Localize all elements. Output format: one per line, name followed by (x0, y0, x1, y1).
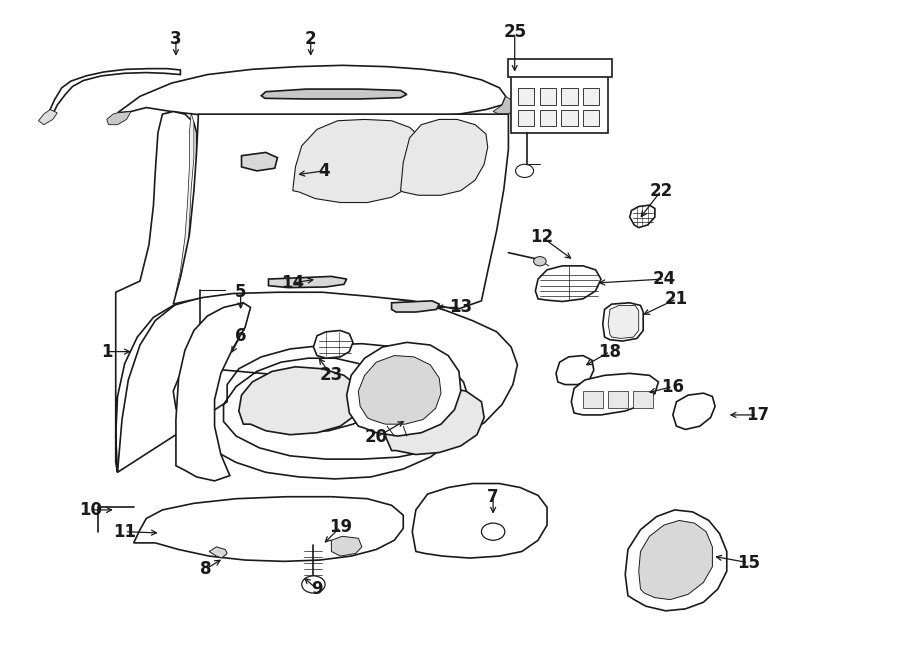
Polygon shape (358, 356, 441, 424)
Polygon shape (540, 110, 556, 126)
Text: 19: 19 (328, 518, 352, 536)
Text: 18: 18 (598, 342, 622, 361)
Polygon shape (493, 97, 515, 114)
Polygon shape (176, 303, 250, 481)
Polygon shape (50, 69, 180, 114)
Polygon shape (518, 110, 535, 126)
Text: 25: 25 (503, 23, 526, 42)
Polygon shape (562, 110, 578, 126)
Polygon shape (630, 205, 655, 227)
Polygon shape (176, 113, 194, 292)
Polygon shape (205, 350, 223, 362)
Polygon shape (331, 536, 362, 556)
Text: 6: 6 (235, 327, 247, 345)
Polygon shape (540, 89, 556, 105)
Polygon shape (511, 70, 608, 133)
Polygon shape (562, 89, 578, 105)
Polygon shape (118, 290, 518, 479)
Polygon shape (313, 330, 353, 358)
Text: 16: 16 (662, 377, 684, 395)
Polygon shape (603, 303, 643, 341)
Text: 4: 4 (319, 162, 330, 180)
Polygon shape (392, 301, 439, 312)
Polygon shape (583, 391, 603, 408)
Text: 21: 21 (665, 290, 688, 308)
Polygon shape (639, 520, 713, 600)
Text: 24: 24 (652, 270, 676, 288)
Text: 14: 14 (281, 274, 304, 292)
Text: 13: 13 (449, 298, 473, 317)
Polygon shape (148, 522, 166, 533)
Polygon shape (238, 367, 362, 435)
Polygon shape (626, 510, 727, 611)
Circle shape (534, 256, 546, 266)
Text: 7: 7 (487, 488, 499, 506)
Polygon shape (673, 393, 716, 430)
Polygon shape (209, 547, 227, 558)
Text: 20: 20 (364, 428, 388, 446)
Polygon shape (116, 112, 205, 473)
Text: 12: 12 (530, 228, 554, 246)
Polygon shape (536, 266, 601, 301)
Polygon shape (400, 120, 488, 195)
Polygon shape (173, 114, 508, 309)
Text: 2: 2 (305, 30, 317, 48)
Text: 1: 1 (101, 342, 112, 361)
Polygon shape (292, 120, 425, 202)
Polygon shape (518, 89, 535, 105)
Polygon shape (583, 89, 599, 105)
Polygon shape (412, 484, 547, 558)
Polygon shape (107, 112, 131, 125)
Polygon shape (608, 305, 639, 338)
Text: 9: 9 (311, 580, 323, 598)
Polygon shape (39, 110, 58, 125)
Text: 10: 10 (79, 501, 102, 519)
Polygon shape (508, 59, 612, 77)
Text: 3: 3 (170, 30, 182, 48)
Text: 11: 11 (113, 523, 136, 541)
Polygon shape (241, 153, 277, 171)
Text: 17: 17 (746, 406, 769, 424)
Polygon shape (134, 496, 403, 561)
Polygon shape (556, 356, 594, 385)
Polygon shape (118, 65, 506, 120)
Text: 5: 5 (235, 284, 247, 301)
Polygon shape (385, 387, 484, 455)
Polygon shape (572, 373, 659, 415)
Text: 22: 22 (650, 182, 673, 200)
Text: 15: 15 (737, 554, 760, 572)
Polygon shape (583, 110, 599, 126)
Text: 23: 23 (320, 366, 343, 384)
Circle shape (302, 576, 325, 593)
Circle shape (482, 523, 505, 540)
Polygon shape (268, 276, 346, 288)
Polygon shape (608, 391, 628, 408)
Text: 8: 8 (200, 561, 212, 578)
Polygon shape (634, 391, 653, 408)
Polygon shape (261, 89, 407, 99)
Polygon shape (346, 342, 461, 436)
